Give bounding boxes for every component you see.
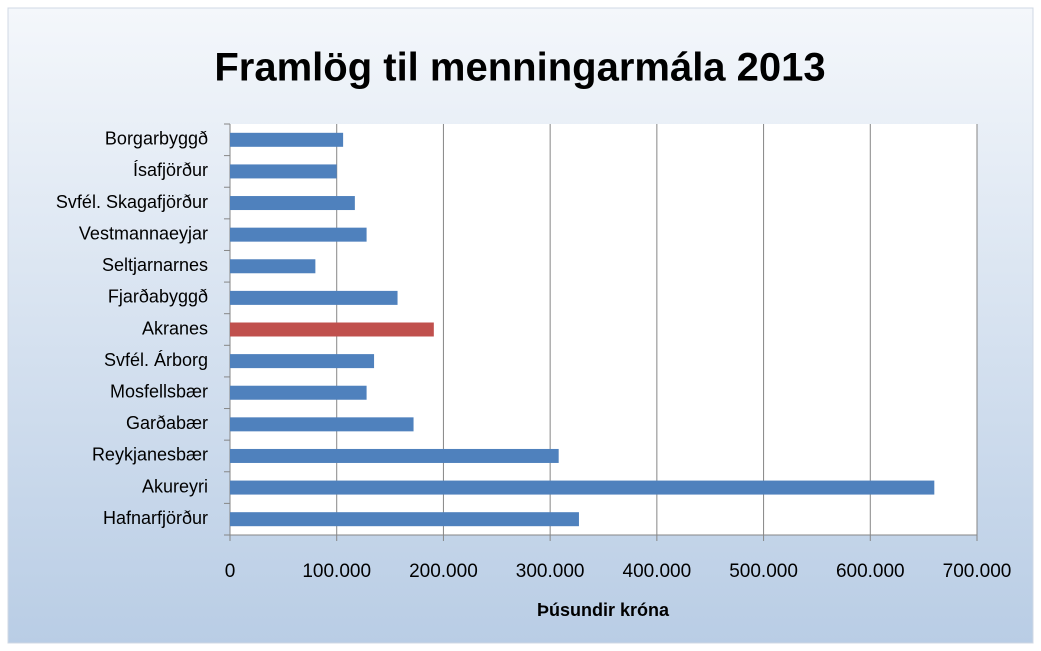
y-tick-label: Ísafjörður (133, 160, 208, 180)
y-tick-label: Svfél. Skagafjörður (56, 192, 208, 212)
chart-title: Framlög til menningarmála 2013 (214, 46, 825, 90)
bar (230, 290, 398, 305)
y-tick-label: Borgarbyggð (105, 129, 208, 149)
bar (230, 132, 344, 147)
y-tick-label: Vestmannaeyjar (79, 223, 208, 243)
x-tick-label: 0 (225, 561, 236, 582)
bar (230, 512, 579, 527)
bar (230, 227, 367, 242)
y-tick-label: Hafnarfjörður (103, 508, 208, 528)
y-tick-label: Akureyri (142, 476, 208, 496)
bar (230, 417, 414, 432)
y-tick-label: Seltjarnarnes (102, 255, 208, 275)
y-tick-label: Fjarðabyggð (108, 287, 208, 307)
x-tick-label: 300.000 (516, 561, 585, 582)
bar (230, 259, 316, 274)
bar (230, 196, 355, 211)
x-tick-label: 600.000 (836, 561, 905, 582)
y-tick-label: Garðabær (126, 413, 208, 433)
x-tick-label: 700.000 (943, 561, 1012, 582)
x-tick-label: 500.000 (729, 561, 798, 582)
bar (230, 480, 935, 495)
bar (230, 354, 375, 369)
y-tick-label: Akranes (142, 318, 208, 338)
bar (230, 164, 337, 179)
y-tick-label: Svfél. Árborg (104, 350, 208, 370)
bar (230, 385, 367, 400)
x-tick-label: 200.000 (409, 561, 478, 582)
x-axis-title: Þúsundir króna (537, 600, 670, 620)
bar (230, 448, 559, 463)
x-tick-label: 100.000 (302, 561, 371, 582)
bar (230, 322, 434, 337)
y-tick-label: Reykjanesbær (92, 445, 208, 465)
y-tick-label: Mosfellsbær (110, 381, 208, 401)
x-tick-label: 400.000 (623, 561, 692, 582)
